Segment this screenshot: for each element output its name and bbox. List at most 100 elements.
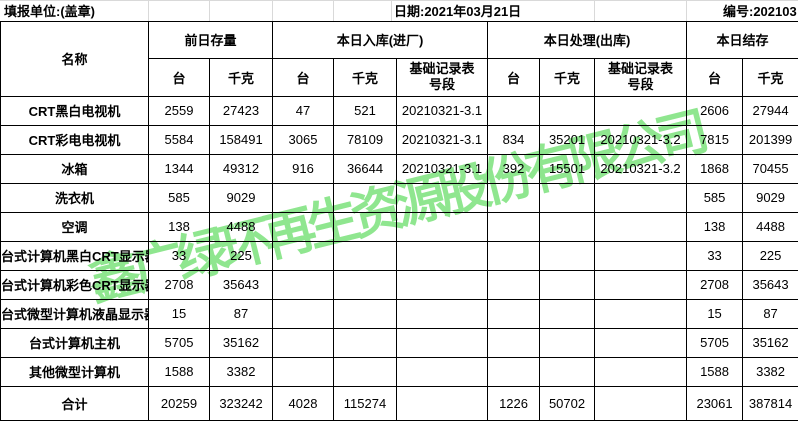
row-cell: 70455	[742, 153, 798, 184]
table-row: CRT彩电电视机 5584 158491 3065 78109 20210321…	[0, 124, 798, 155]
daily-inventory-table: 名称 前日存量 本日入库(进厂) 本日处理(出库) 本日结存 台 千克 台 千克…	[0, 20, 798, 421]
row-cell	[396, 269, 489, 300]
row-name: 台式计算机主机	[0, 327, 149, 358]
row-name: 洗衣机	[0, 182, 149, 213]
header-out-units: 台	[487, 57, 541, 97]
header-bal-kg: 千克	[742, 57, 798, 97]
row-cell	[333, 298, 398, 329]
table-row: 台式计算机黑白CRT显示器 33 225 33 225	[0, 240, 798, 271]
header-out-record: 基础记录表号段	[594, 57, 688, 97]
row-cell: 585	[686, 182, 744, 213]
grid-line	[148, 1, 149, 21]
row-cell	[594, 269, 688, 300]
header-prev-stock: 前日存量	[147, 20, 274, 59]
row-cell: 20210321-3.1	[396, 124, 489, 155]
row-cell	[594, 182, 688, 213]
row-cell	[272, 327, 335, 358]
grid-line	[272, 1, 273, 21]
row-cell: 20210321-3.1	[396, 95, 489, 126]
row-cell	[333, 327, 398, 358]
grid-line	[686, 1, 687, 21]
header-in-kg: 千克	[333, 57, 398, 97]
row-cell: 33	[686, 240, 744, 271]
row-cell	[594, 356, 688, 387]
row-cell: 15501	[539, 153, 596, 184]
header-outbound: 本日处理(出库)	[487, 20, 688, 59]
row-cell: 1588	[148, 356, 210, 387]
row-cell: 834	[487, 124, 541, 155]
table-row: 台式计算机彩色CRT显示器 2708 35643 2708 35643	[0, 269, 798, 300]
row-cell: 2708	[148, 269, 210, 300]
row-cell: 115274	[333, 385, 398, 421]
header-in-record: 基础记录表号段	[396, 57, 489, 97]
row-cell: 4488	[742, 211, 798, 242]
row-cell: 35162	[742, 327, 798, 358]
row-cell: 4488	[208, 211, 274, 242]
row-cell	[539, 211, 596, 242]
row-cell	[594, 327, 688, 358]
header-out-kg: 千克	[539, 57, 596, 97]
row-cell: 27423	[208, 95, 274, 126]
row-cell: 138	[686, 211, 744, 242]
row-cell: 78109	[333, 124, 398, 155]
row-cell	[333, 182, 398, 213]
row-cell: 27944	[742, 95, 798, 126]
header-in-record-text: 基础记录表号段	[409, 60, 475, 92]
row-cell: 15	[686, 298, 744, 329]
row-cell: 47	[272, 95, 335, 126]
row-cell	[272, 269, 335, 300]
row-cell: 521	[333, 95, 398, 126]
row-cell: 20210321-3.1	[396, 153, 489, 184]
row-cell	[272, 211, 335, 242]
row-cell	[487, 95, 541, 126]
row-cell	[539, 298, 596, 329]
row-cell: 387814	[742, 385, 798, 421]
table-body: CRT黑白电视机 2559 27423 47 521 20210321-3.1 …	[0, 95, 798, 421]
header-prev-kg: 千克	[208, 57, 274, 97]
grid-line	[594, 1, 595, 21]
row-cell: 9029	[742, 182, 798, 213]
row-cell	[487, 269, 541, 300]
row-cell	[333, 211, 398, 242]
row-cell	[487, 240, 541, 271]
row-cell: 2708	[686, 269, 744, 300]
row-cell: 20210321-3.2	[594, 124, 688, 155]
row-cell: 3382	[208, 356, 274, 387]
row-cell: 201399	[742, 124, 798, 155]
row-cell	[594, 211, 688, 242]
row-cell	[396, 211, 489, 242]
header-out-record-text: 基础记录表号段	[608, 60, 674, 92]
header-balance: 本日结存	[686, 20, 798, 59]
row-cell	[396, 385, 489, 421]
row-cell: 35643	[208, 269, 274, 300]
row-cell	[487, 211, 541, 242]
row-cell: 20259	[148, 385, 210, 421]
row-cell	[272, 240, 335, 271]
table-row: 台式计算机主机 5705 35162 5705 35162	[0, 327, 798, 358]
table-row: 合计 20259 323242 4028 115274 1226 50702 2…	[0, 385, 798, 421]
header-name: 名称	[0, 20, 149, 97]
row-cell: 9029	[208, 182, 274, 213]
row-cell: 5705	[148, 327, 210, 358]
row-cell	[272, 356, 335, 387]
row-cell: 225	[742, 240, 798, 271]
row-cell: 1226	[487, 385, 541, 421]
row-name: 其他微型计算机	[0, 356, 149, 387]
row-cell: 1344	[148, 153, 210, 184]
row-cell	[539, 269, 596, 300]
row-cell: 392	[487, 153, 541, 184]
reporting-unit-label: 填报单位:(盖章)	[4, 4, 95, 19]
row-cell: 36644	[333, 153, 398, 184]
row-cell: 916	[272, 153, 335, 184]
report-number-label: 编号:202103	[723, 4, 797, 19]
row-cell	[396, 240, 489, 271]
row-cell: 138	[148, 211, 210, 242]
header-bal-units: 台	[686, 57, 744, 97]
table-row: 洗衣机 585 9029 585 9029	[0, 182, 798, 213]
row-name: 台式计算机黑白CRT显示器	[0, 240, 149, 271]
row-name: 台式微型计算机液晶显示器	[0, 298, 149, 329]
report-date-label: 日期:2021年03月21日	[394, 4, 522, 19]
table-row: 冰箱 1344 49312 916 36644 20210321-3.1 392…	[0, 153, 798, 184]
row-cell	[272, 182, 335, 213]
grid-line	[209, 1, 210, 21]
